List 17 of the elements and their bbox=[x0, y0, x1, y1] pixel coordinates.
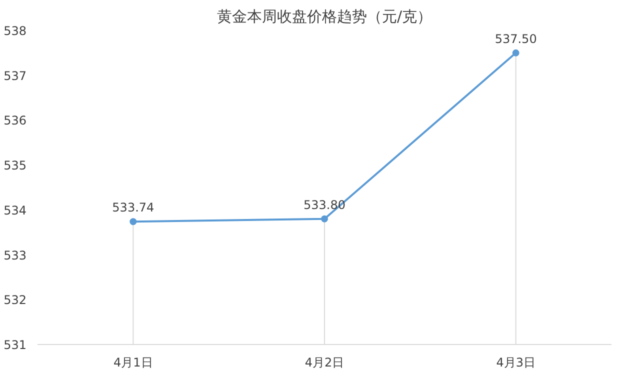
y-tick-label: 531 bbox=[4, 338, 26, 352]
y-tick-label: 534 bbox=[4, 203, 26, 218]
x-tick-label: 4月2日 bbox=[304, 356, 344, 370]
y-tick-label: 533 bbox=[4, 248, 26, 262]
chart-title: 黄金本周收盘价格趋势（元/克） bbox=[216, 8, 432, 26]
y-tick-label: 538 bbox=[4, 24, 26, 38]
y-tick-label: 532 bbox=[4, 293, 26, 308]
y-tick-label: 537 bbox=[4, 68, 26, 83]
data-label: 533.74 bbox=[112, 200, 154, 215]
x-tick-label: 4月1日 bbox=[114, 356, 153, 370]
point bbox=[512, 49, 520, 56]
x-tick-label: 4月3日 bbox=[496, 356, 536, 370]
y-tick-label: 535 bbox=[4, 158, 26, 173]
point bbox=[321, 215, 328, 222]
y-tick-label: 536 bbox=[4, 114, 26, 128]
data-label: 537.50 bbox=[494, 32, 537, 46]
point bbox=[130, 218, 137, 226]
